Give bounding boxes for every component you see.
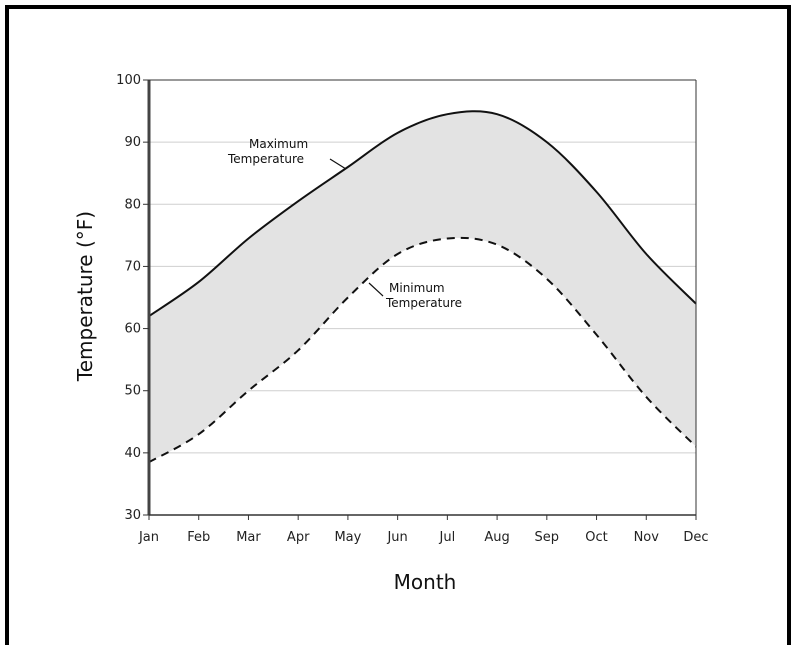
x-tick-label: Jul — [439, 530, 456, 545]
annotation-maximum: Maximum Temperature — [227, 137, 347, 170]
x-tick-label: Apr — [287, 530, 310, 545]
x-tick-label: Sep — [535, 530, 560, 545]
x-axis-title: Month — [394, 570, 457, 594]
x-tick-label: Oct — [585, 530, 607, 545]
x-tick-label: Aug — [484, 530, 509, 545]
series-line-maximum — [148, 110, 697, 317]
series-line-minimum — [148, 236, 697, 464]
x-tick-label: Nov — [634, 530, 660, 545]
x-tick-label: May — [334, 530, 361, 545]
x-tick-label: Jun — [386, 530, 407, 545]
y-tick-label: 30 — [124, 508, 141, 523]
annotation-maximum-line2: Temperature — [227, 152, 304, 166]
y-tick-label: 80 — [124, 197, 141, 212]
x-tick-label: Feb — [187, 530, 210, 545]
annotation-minimum-line1: Minimum — [389, 281, 445, 295]
annotation-maximum-line1: Maximum — [249, 137, 308, 151]
annotation-maximum-leader — [329, 158, 347, 170]
x-tick-label: Jan — [138, 530, 159, 545]
y-tick-label: 40 — [124, 446, 141, 461]
y-tick-label: 100 — [116, 73, 141, 88]
temperature-range-band — [149, 111, 696, 463]
annotation-minimum-line2: Temperature — [385, 296, 462, 310]
y-tick-label: 90 — [124, 135, 141, 150]
y-tick-label: 70 — [124, 259, 141, 274]
annotation-minimum: Minimum Temperature — [368, 281, 462, 310]
axes — [147, 79, 697, 516]
y-tick-label: 50 — [124, 384, 141, 399]
figure-frame — [5, 5, 791, 645]
x-tick-labels: Jan Feb Mar Apr May Jun Jul Aug Sep Oct Nov Dec — [138, 515, 709, 545]
y-tick-label: 60 — [124, 322, 141, 337]
x-tick-label: Mar — [236, 530, 261, 545]
annotation-minimum-leader — [368, 282, 384, 297]
y-axis-title: Temperature (°F) — [73, 211, 97, 382]
y-tick-labels: 30 40 50 60 70 80 90 100 — [116, 73, 149, 523]
x-tick-label: Dec — [683, 530, 708, 545]
